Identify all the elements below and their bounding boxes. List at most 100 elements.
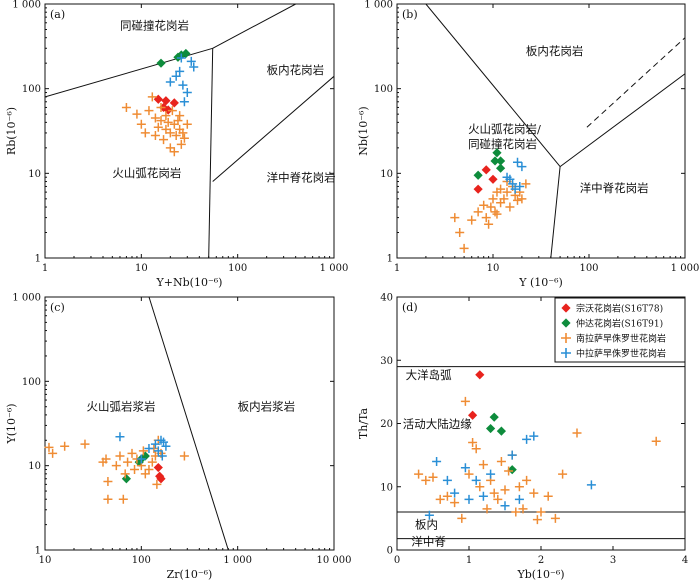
y-tick-label: 10 — [28, 461, 41, 472]
y-tick-label: 100 — [22, 377, 41, 388]
plus-point — [127, 448, 137, 458]
plus-point — [153, 446, 163, 456]
plus-point — [450, 498, 460, 508]
legend-diamond-icon — [561, 303, 571, 313]
plus-point — [442, 491, 452, 501]
plus-point — [532, 515, 542, 525]
plus-point — [536, 507, 546, 517]
diamond-point — [153, 94, 163, 104]
diamond-point — [153, 462, 163, 473]
plus-point — [459, 243, 469, 253]
plus-point — [132, 109, 142, 119]
boundary-line — [425, 4, 561, 167]
x-tick-label: 1 — [466, 555, 472, 566]
plus-point — [432, 456, 442, 466]
plus-point — [144, 106, 154, 116]
plus-point — [457, 513, 467, 523]
plus-point — [513, 195, 523, 205]
diamond-point — [473, 184, 483, 194]
diamond-point — [486, 423, 496, 434]
legend-box — [554, 297, 686, 363]
x-tick-label: 4 — [682, 555, 688, 566]
x-tick-label: 10 — [135, 263, 148, 274]
plus-point — [178, 128, 188, 138]
region-label: 板内花岗岩 — [526, 44, 584, 58]
y-tick-label: 40 — [380, 293, 393, 304]
plus-point — [460, 396, 470, 406]
data-markers — [414, 370, 661, 525]
plus-point — [179, 451, 189, 461]
diamond-point — [161, 96, 171, 106]
region-label: 洋中脊花岗岩 — [267, 171, 336, 185]
plus-point — [475, 482, 485, 492]
plus-point — [171, 71, 181, 81]
legend-plus-icon — [561, 333, 571, 343]
plus-point — [150, 439, 160, 449]
plus-point — [175, 111, 185, 121]
series-1 — [486, 412, 517, 475]
region-label: 板内岩浆岩 — [238, 400, 296, 414]
plus-point — [511, 507, 521, 517]
plus-point — [159, 135, 169, 145]
panel-label: (a) — [50, 8, 65, 21]
region-label: 火山弧花岗岩 — [112, 166, 181, 180]
region-label: 板内 — [415, 517, 438, 531]
plus-point — [120, 469, 130, 479]
y-tick-label: 20 — [380, 419, 393, 430]
diamond-point — [490, 156, 500, 166]
boundary-lines — [425, 4, 685, 258]
plus-point — [510, 184, 520, 194]
y-tick-label: 1 000 — [12, 0, 41, 11]
plus-point — [482, 504, 492, 514]
boundary-line — [559, 73, 685, 168]
diamond-point — [468, 410, 478, 420]
diamond-point — [169, 98, 179, 108]
x-axis-title: Y+Nb(10⁻⁶) — [156, 276, 223, 289]
diamond-point — [507, 465, 517, 475]
plus-point — [147, 92, 157, 102]
plus-point — [144, 465, 154, 475]
plus-point — [500, 485, 510, 495]
plus-point — [478, 491, 488, 501]
x-tick-label: 100 — [228, 263, 247, 274]
plus-point — [502, 187, 512, 197]
series-1 — [473, 148, 506, 180]
panel-label: (c) — [50, 301, 65, 314]
y-axis-title: Y(10⁻⁶) — [5, 403, 18, 444]
y-tick-label: 100 — [374, 84, 393, 95]
boundary-line — [212, 75, 334, 182]
x-tick-label: 0 — [394, 555, 400, 566]
y-tick-label: 1 — [387, 254, 393, 265]
plus-point — [586, 480, 596, 490]
plus-point — [179, 97, 189, 107]
plus-point — [103, 476, 113, 486]
x-tick-label: 1 000 — [223, 555, 252, 566]
plus-point — [153, 122, 163, 132]
plus-point — [508, 179, 518, 189]
legend: 宗沃花岗岩(S16T78) 仲达花岗岩(S16T91) 南拉萨早侏罗世花岗岩中拉萨早… — [554, 297, 686, 363]
y-tick-label: 1 — [35, 546, 41, 557]
diamond-point — [492, 148, 502, 158]
series-3 — [165, 53, 199, 107]
region-label: 同碰撞花岗岩 — [468, 137, 537, 151]
plus-point — [460, 463, 470, 473]
plus-point — [111, 461, 121, 471]
series-2 — [414, 396, 661, 525]
diamond-point — [473, 170, 483, 180]
plus-point — [138, 446, 148, 456]
plot-frame — [44, 296, 335, 551]
plus-point — [163, 117, 173, 127]
plus-point — [60, 441, 70, 451]
series-3 — [502, 157, 527, 194]
plus-point — [167, 106, 177, 116]
plus-point — [481, 213, 491, 223]
panel-label: (b) — [402, 8, 418, 21]
plus-point — [467, 215, 477, 225]
region-label: 活动大陆边缘 — [403, 417, 472, 431]
y-tick-label: 10 — [28, 169, 41, 180]
y-tick-label: 0 — [387, 546, 393, 557]
diamond-point — [121, 474, 132, 484]
y-tick-label: 1 000 — [12, 293, 41, 304]
